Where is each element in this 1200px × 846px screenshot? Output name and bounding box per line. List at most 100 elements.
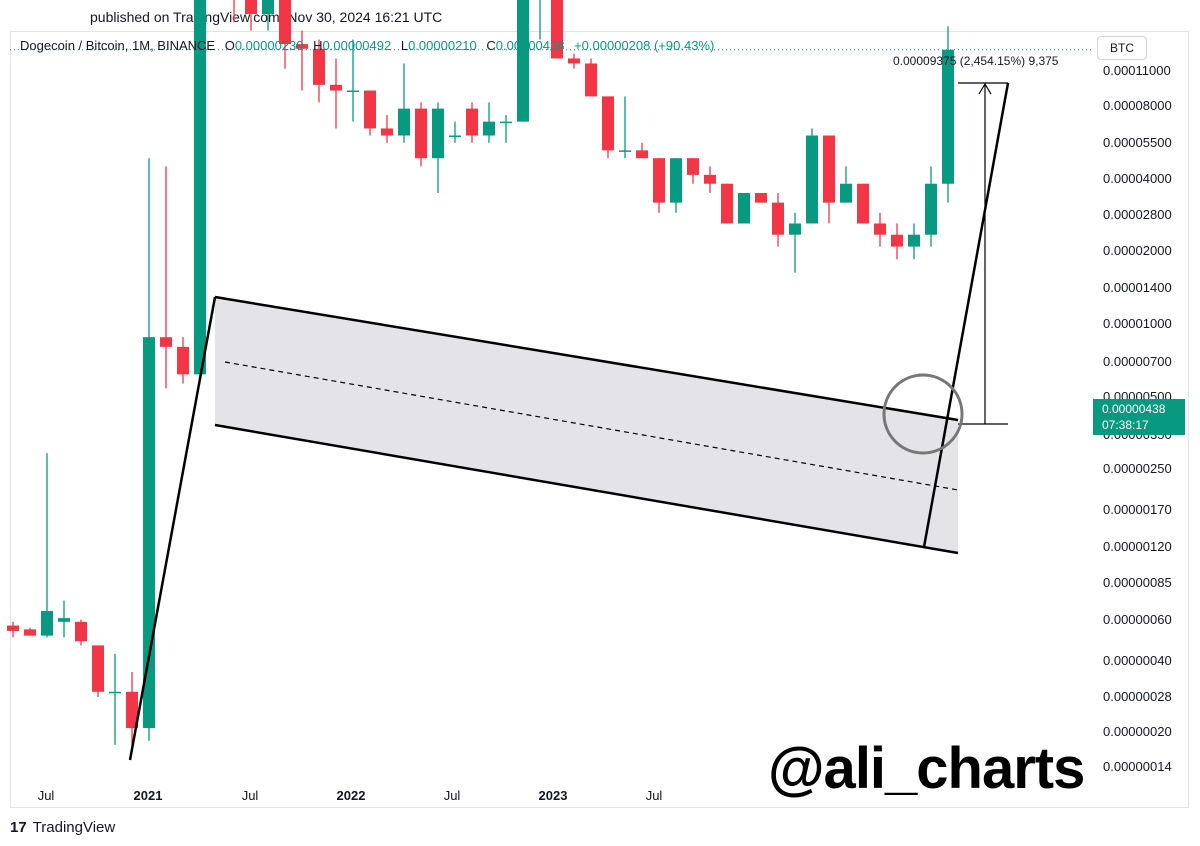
candle-body <box>92 645 104 692</box>
candle[interactable] <box>7 621 19 638</box>
time-tick-label: 2022 <box>337 788 366 803</box>
channel-mid-line[interactable] <box>224 361 959 491</box>
candle-body <box>857 183 869 224</box>
open-value: 0.00000230 <box>234 38 304 53</box>
price-tick-label: 0.00000170 <box>1103 502 1172 517</box>
candle[interactable] <box>466 102 478 143</box>
candle[interactable] <box>500 115 512 143</box>
candle[interactable] <box>942 26 954 203</box>
candle[interactable] <box>908 223 920 260</box>
candle[interactable] <box>415 102 427 167</box>
candle-body <box>942 49 954 184</box>
candle[interactable] <box>551 0 563 59</box>
candle[interactable] <box>41 453 53 638</box>
symbol-legend: Dogecoin / Bitcoin, 1M, BINANCE O0.00000… <box>20 38 714 53</box>
candle[interactable] <box>925 166 937 247</box>
candle[interactable] <box>704 166 716 193</box>
candle[interactable] <box>823 135 835 224</box>
price-tick-label: 0.00000040 <box>1103 653 1172 668</box>
candle[interactable] <box>891 223 903 260</box>
time-tick-label: Jul <box>444 788 461 803</box>
candle-body <box>908 234 920 247</box>
candle[interactable] <box>432 102 444 193</box>
candle-layer <box>7 0 954 745</box>
price-tick-label: 0.00000700 <box>1103 354 1172 369</box>
high-label: H <box>313 38 323 53</box>
candle[interactable] <box>619 96 631 159</box>
time-tick-label: Jul <box>242 788 259 803</box>
channel-lower-line[interactable] <box>214 423 959 555</box>
candle[interactable] <box>857 183 869 224</box>
candle[interactable] <box>347 39 359 122</box>
candle[interactable] <box>92 645 104 698</box>
candle[interactable] <box>738 192 750 224</box>
candle[interactable] <box>755 192 767 203</box>
candle[interactable] <box>75 619 87 646</box>
candle[interactable] <box>449 121 461 143</box>
candle[interactable] <box>602 96 614 159</box>
candle[interactable] <box>721 183 733 224</box>
candle[interactable] <box>313 39 325 103</box>
candle-body <box>891 234 903 247</box>
tradingview-logo[interactable]: 17 TradingView <box>10 819 115 836</box>
price-tick-label: 0.00000250 <box>1103 461 1172 476</box>
projection-line[interactable] <box>922 82 1010 548</box>
candle-body <box>466 108 478 136</box>
candle[interactable] <box>806 128 818 224</box>
candle[interactable] <box>160 166 172 389</box>
candle[interactable] <box>585 58 597 97</box>
price-tick-label: 0.00011000 <box>1103 63 1171 78</box>
candle[interactable] <box>126 671 138 745</box>
candle[interactable] <box>398 63 410 143</box>
measure-label: 0.00009375 (2,454.15%) 9,375 <box>893 54 1059 68</box>
candle[interactable] <box>534 0 546 40</box>
channel-upper-line[interactable] <box>214 295 959 422</box>
candle[interactable] <box>228 0 240 23</box>
pole-line[interactable] <box>128 296 217 761</box>
channel-layer <box>215 297 958 553</box>
candle[interactable] <box>296 30 308 91</box>
candle[interactable] <box>517 0 529 122</box>
candle[interactable] <box>636 142 648 159</box>
candle-body <box>483 121 495 136</box>
currency-button[interactable]: BTC <box>1097 36 1147 60</box>
candle[interactable] <box>483 102 495 143</box>
candle[interactable] <box>789 212 801 273</box>
candle[interactable] <box>364 90 376 136</box>
candle[interactable] <box>245 0 257 31</box>
candle[interactable] <box>772 192 784 247</box>
candle-body <box>619 150 631 152</box>
published-note: published on TradingView.com, Nov 30, 20… <box>90 9 443 25</box>
close-label: C <box>486 38 496 53</box>
candle[interactable] <box>381 115 393 143</box>
candle[interactable] <box>143 158 155 741</box>
candle-body <box>517 0 529 122</box>
candle[interactable] <box>653 158 665 213</box>
candle[interactable] <box>279 0 291 69</box>
price-tick-label: 0.00002800 <box>1103 207 1172 222</box>
candle-body <box>296 44 308 49</box>
candle-body <box>704 174 716 184</box>
candle-body <box>823 135 835 203</box>
breakout-circle[interactable] <box>882 373 964 455</box>
open-label: O <box>224 38 235 53</box>
bar-countdown: 07:38:17 <box>1102 418 1149 432</box>
candle-body <box>126 691 138 729</box>
candle[interactable] <box>177 337 189 384</box>
candle[interactable] <box>670 158 682 213</box>
candle[interactable] <box>568 53 580 69</box>
time-tick-label: Jul <box>646 788 663 803</box>
candle[interactable] <box>194 0 206 379</box>
candle[interactable] <box>58 600 70 638</box>
candle-body <box>687 158 699 175</box>
candle[interactable] <box>330 58 342 129</box>
symbol-name: Dogecoin / Bitcoin, 1M, BINANCE <box>20 38 216 53</box>
candle[interactable] <box>687 158 699 184</box>
candle-body <box>24 629 36 636</box>
candle[interactable] <box>109 653 121 745</box>
candle[interactable] <box>262 0 274 31</box>
candle[interactable] <box>874 212 886 247</box>
candle[interactable] <box>24 627 36 636</box>
candle[interactable] <box>840 166 852 203</box>
